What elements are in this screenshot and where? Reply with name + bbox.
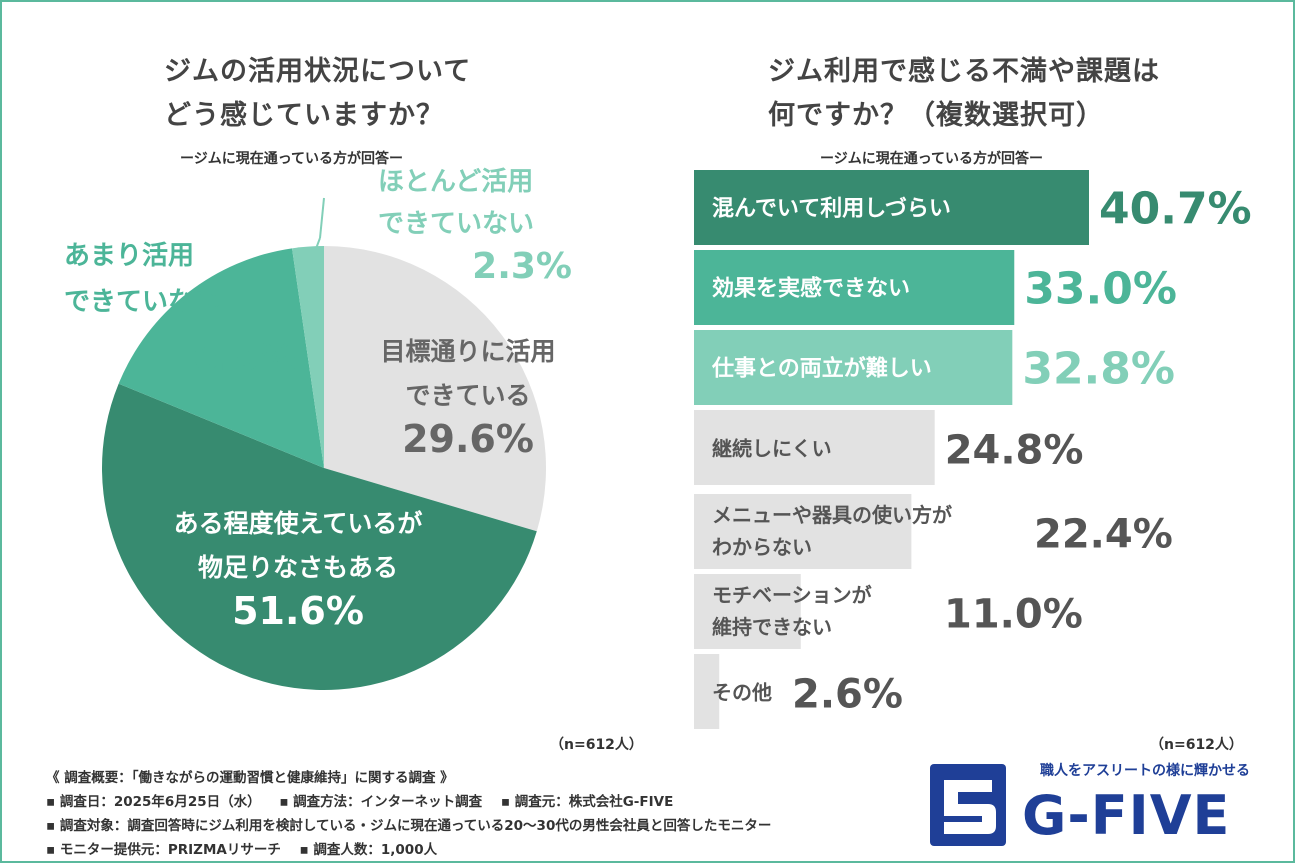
bar-value-6: 2.6% xyxy=(792,672,903,718)
survey-summary: 《 調査概要：「働きながらの運動習慣と健康維持」に関する調査 》 xyxy=(46,770,454,786)
bar-label-0: 混んでいて利用しづらい xyxy=(712,197,951,222)
bar-value-0: 40.7% xyxy=(1099,184,1252,235)
bar-label-5-line1: 維持できない xyxy=(712,615,832,639)
bar-value-2: 32.8% xyxy=(1022,344,1175,395)
pie-slice-3 xyxy=(292,246,324,468)
brand-name: G-FIVE xyxy=(1022,784,1231,847)
bar-1 xyxy=(694,250,1015,325)
brand-logo-icon xyxy=(930,764,1006,846)
pie-label-0-line1: できている xyxy=(405,381,530,410)
bar-0 xyxy=(694,170,1089,245)
bar-6 xyxy=(694,654,720,729)
right-title-line2: 何ですか？（複数選択可） xyxy=(768,100,1104,131)
bar-label-2: 仕事との両立が難しい xyxy=(711,356,932,382)
pie-label-3-line0: ほとんど活用 xyxy=(378,167,533,197)
pie-label-1-line1: 物足りなさもある xyxy=(198,553,398,582)
brand-tagline: 職人をアスリートの様に輝かせる xyxy=(1040,763,1250,779)
pie-label-3-line1: できていない xyxy=(378,209,534,239)
bar-label-4-line0: メニューや器具の使い方が xyxy=(712,503,952,527)
left-chart-subtitle: ージムに現在通っている方が回答ー xyxy=(180,151,404,167)
survey-count: ▪ 調査人数：1,000人 xyxy=(299,842,438,858)
pie-label-2-line1: できていない xyxy=(64,287,220,317)
right-title-line1: ジム利用で感じる不満や課題は xyxy=(768,56,1160,87)
survey-provider: ▪ モニター提供元：PRIZMAリサーチ xyxy=(46,842,281,858)
pie-label-2-line0: あまり活用 xyxy=(64,241,194,271)
left-n-label: （n=612人） xyxy=(550,737,643,753)
survey-line-4: ▪ モニター提供元：PRIZMAリサーチ ▪ 調査人数：1,000人 xyxy=(46,838,451,858)
bar-value-3: 24.8% xyxy=(945,428,1084,474)
survey-line-2: ▪ 調査日：2025年6月25日（水） ▪ 調査方法：インターネット調査 ▪ 調… xyxy=(46,790,687,810)
bar-label-6: その他 xyxy=(712,681,772,705)
pie-value-3: 2.3% xyxy=(472,246,572,287)
pie-label-1-line0: ある程度使えているが xyxy=(174,509,423,538)
survey-target: ▪ 調査対象：調査回答時にジム利用を検討している・ジムに現在通っている20〜30… xyxy=(46,818,772,834)
pie-value-2: 16.5% xyxy=(166,335,298,379)
bar-chart: 混んでいて利用しづらい 40.7% 効果を実感できない 33.0% 仕事との両立が難しい… xyxy=(694,170,1252,729)
pie-slice-1 xyxy=(102,383,537,690)
left-title-line1: ジムの活用状況について xyxy=(164,56,472,87)
bar-label-5-line0: モチベーションが xyxy=(712,583,872,607)
bar-value-4: 22.4% xyxy=(1034,512,1173,558)
left-title-line2: どう感じていますか？ xyxy=(164,100,444,131)
survey-source: ▪ 調査元：株式会社G-FIVE xyxy=(500,794,674,810)
bar-value-5: 11.0% xyxy=(944,592,1083,638)
pie-value-0: 29.6% xyxy=(402,417,534,461)
bar-label-3: 継続しにくい xyxy=(712,437,832,461)
right-chart-title: ジム利用で感じる不満や課題は 何ですか？（複数選択可） xyxy=(768,50,1160,138)
bar-2 xyxy=(694,330,1013,405)
pie-value-1: 51.6% xyxy=(232,589,364,633)
right-n-label: （n=612人） xyxy=(1150,737,1243,753)
left-chart-title: ジムの活用状況について どう感じていますか？ xyxy=(164,50,471,138)
pie-slice-0 xyxy=(324,246,546,532)
right-chart-subtitle: ージムに現在通っている方が回答ー xyxy=(820,151,1044,167)
bar-label-1: 効果を実感できない xyxy=(712,276,910,302)
bar-4 xyxy=(694,494,912,569)
pie-leader-line xyxy=(313,237,321,255)
bar-label-4-line1: わからない xyxy=(712,535,812,559)
survey-method: ▪ 調査方法：インターネット調査 xyxy=(279,794,483,810)
pie-slice-2 xyxy=(118,248,324,468)
bar-value-1: 33.0% xyxy=(1024,264,1177,315)
pie-leader-line-2 xyxy=(319,197,325,239)
pie-label-0-line0: 目標通りに活用 xyxy=(380,337,555,366)
survey-date: ▪ 調査日：2025年6月25日（水） xyxy=(46,794,261,810)
bar-3 xyxy=(694,410,935,485)
bar-5 xyxy=(694,574,801,649)
